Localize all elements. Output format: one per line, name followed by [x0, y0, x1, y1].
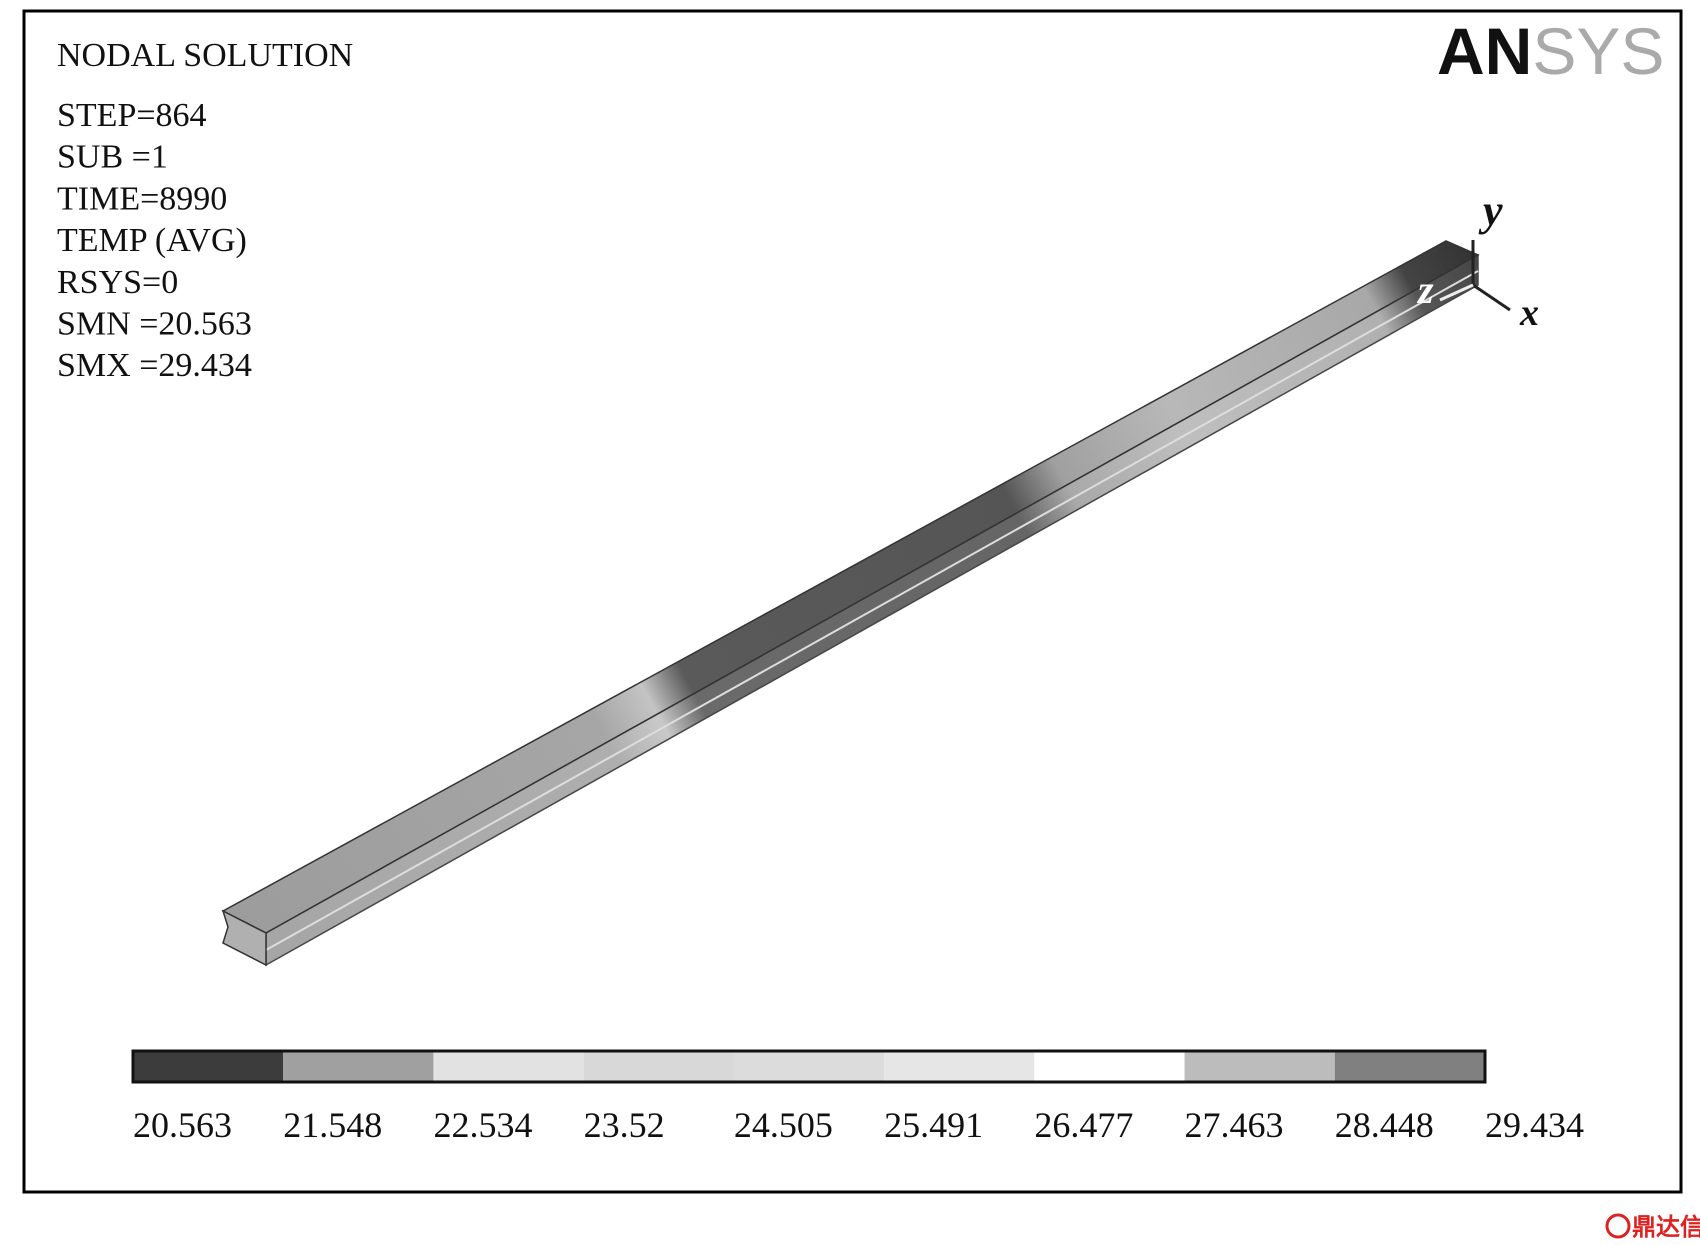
beam-edge: [265, 270, 1479, 951]
legend-band: [1184, 1051, 1335, 1082]
title: NODAL SOLUTION: [57, 37, 353, 74]
axis-triad: y z x: [1416, 186, 1539, 334]
legend-band: [884, 1051, 1035, 1082]
beam: [221, 240, 1480, 967]
legend-band: [733, 1051, 885, 1082]
legend-band: [133, 1051, 284, 1082]
logo: ANSYS: [1437, 14, 1664, 88]
beam-end: [221, 909, 267, 967]
header-line: TEMP (AVG): [57, 222, 247, 259]
axis-label: x: [1519, 292, 1539, 334]
legend-label: 22.534: [433, 1105, 532, 1145]
legend-band: [283, 1051, 434, 1082]
axis-label: z: [1416, 267, 1434, 312]
legend-label: 29.434: [1485, 1105, 1584, 1145]
legend-band: [583, 1051, 734, 1082]
axis-label: y: [1478, 186, 1503, 235]
legend-label: 24.505: [734, 1105, 833, 1145]
legend-label: 21.548: [283, 1105, 382, 1145]
legend-label: 26.477: [1034, 1105, 1133, 1145]
header-line: RSYS=0: [57, 264, 178, 301]
legend-band: [433, 1051, 584, 1082]
logo-light: SYS: [1532, 14, 1664, 88]
logo-bold: AN: [1437, 14, 1532, 88]
legend-label: 28.448: [1335, 1105, 1434, 1145]
frame: [22, 9, 1683, 1194]
beam-top: [221, 240, 1480, 934]
header-line: SMX =29.434: [57, 347, 252, 384]
header-line: STEP=864: [57, 97, 207, 134]
header-line: SUB =1: [57, 139, 168, 176]
legend-label: 25.491: [884, 1105, 983, 1145]
watermark-text: 鼎达信: [1632, 1213, 1700, 1241]
legend-band: [1334, 1051, 1485, 1082]
watermark: 鼎达信: [1605, 1213, 1700, 1241]
legend: 20.563 21.548 22.534 23.52 24.505 25.491 26.47…: [131, 1049, 1584, 1145]
header-lines: STEP=864 SUB =1 TIME=8990 TEMP (AVG) RSYS=0 S…: [57, 97, 252, 384]
legend-band: [1034, 1051, 1185, 1082]
axis-line: [1439, 283, 1474, 302]
legend-border: [131, 1049, 1487, 1084]
legend-label: 27.463: [1185, 1105, 1284, 1145]
watermark-icon: [1605, 1213, 1631, 1239]
header-line: SMN =20.563: [57, 306, 252, 343]
legend-label: 20.563: [133, 1105, 232, 1145]
legend-label: 23.52: [584, 1105, 665, 1145]
header-line: TIME=8990: [57, 180, 227, 217]
axis-line: [1472, 283, 1511, 312]
